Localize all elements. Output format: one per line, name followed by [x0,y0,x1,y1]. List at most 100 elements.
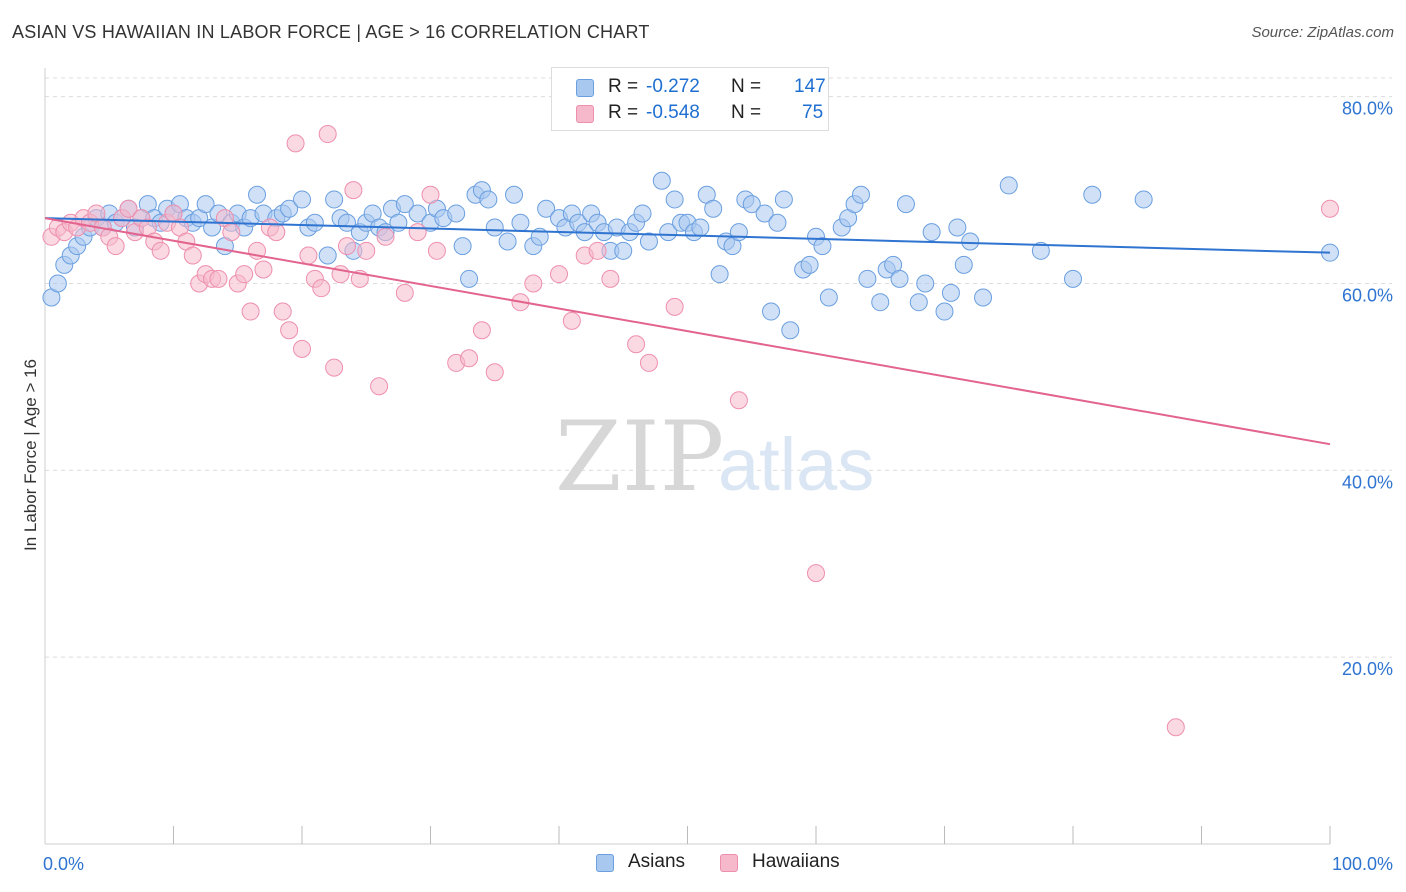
asian-point [729,223,748,242]
correlation-legend: R = -0.272 N = 147 R = -0.548 N = 75 [551,67,829,131]
asian-point [248,185,267,204]
hawaiian-point [485,363,504,382]
hawaiian-point [273,302,292,321]
asian-point [935,302,954,321]
hawaiian-point [254,260,273,279]
asian-point [325,190,344,209]
hawaiian-point [1321,199,1339,218]
hawaiian-point [472,321,491,340]
hawaiian-point [280,321,299,340]
asians-legend-label: Asians [628,851,686,872]
asian-point [909,293,928,312]
hawaiian-point [1166,718,1185,737]
asian-point [813,237,832,256]
n-value: 147 [794,76,826,97]
asian-point [48,274,67,293]
hawaiian-point [267,223,286,242]
hawaiian-point [106,237,125,256]
y-tick-label: 80.0% [1342,99,1393,119]
y-tick-label: 20.0% [1342,659,1393,679]
r-value: -0.272 [646,76,700,97]
watermark-atlas: atlas [718,423,874,506]
asian-point [505,185,524,204]
asian-point [710,265,729,284]
hawaiian-point [344,181,363,200]
hawaiian-point [588,241,607,260]
asian-point [453,237,472,256]
asian-point [1134,190,1153,209]
hawaiian-point [524,274,543,293]
asian-point [858,269,877,288]
x-tick-label: 0.0% [43,854,84,874]
hawaiian-point [293,339,311,358]
asian-point [530,227,549,246]
asian-point [819,288,838,307]
asian-point [774,190,793,209]
hawaiian-point [807,564,825,583]
asian-point [948,218,967,237]
n-label: N = [731,102,762,123]
n-label: N = [731,76,762,97]
asian-point [961,232,980,251]
hawaiians-swatch [576,105,594,123]
axes-layer [44,68,1331,845]
asian-point [999,176,1018,195]
asian-point [447,204,466,223]
axis-labels: 20.0% 40.0% 60.0% 80.0% 0.0% 100.0% [43,99,1393,874]
asian-point [614,241,633,260]
asian-point [781,321,800,340]
x-tick-label: 100.0% [1332,854,1393,874]
asian-point [800,255,819,274]
asian-point [408,204,427,223]
asian-point [1083,185,1102,204]
n-value: 75 [802,102,824,123]
asian-point [871,293,890,312]
y-tick-label: 40.0% [1342,472,1393,492]
hawaiian-point [357,241,376,260]
asian-point [479,190,498,209]
watermark-zip: ZIP [555,401,724,513]
hawaiian-point [337,237,356,256]
hawaiians-legend-swatch [720,854,738,872]
hawaiian-point [312,279,331,298]
asian-point [1064,269,1082,288]
asian-point [916,274,935,293]
source-label: Source: ZipAtlas.com [1251,24,1394,41]
hawaiian-point [562,311,581,330]
asians-swatch [576,79,594,97]
asian-point [305,213,324,232]
asian-point [851,185,870,204]
asian-point [896,195,915,214]
hawaiian-point [241,302,260,321]
hawaiian-point [151,241,170,260]
hawaiian-point [729,391,748,410]
hawaiian-point [235,265,254,284]
hawaiian-point [286,134,305,153]
hawaiian-point [460,349,479,368]
asian-point [280,199,299,218]
asian-point [755,204,774,223]
hawaiian-point [665,297,684,316]
asian-point [293,190,311,209]
asian-point [742,195,761,214]
hawaiian-point [376,227,395,246]
asian-point [941,283,960,302]
chart-title: ASIAN VS HAWAIIAN IN LABOR FORCE | AGE >… [12,22,650,42]
r-value: -0.548 [646,102,700,123]
hawaiian-point [119,199,138,218]
y-tick-label: 60.0% [1342,286,1393,306]
asian-point [762,302,781,321]
hawaiian-point [639,353,658,372]
asian-point [537,199,556,218]
asian-point [498,232,517,251]
hawaiian-point [183,246,202,265]
hawaiian-point [601,269,620,288]
asian-point [922,223,941,242]
hawaiian-point [627,335,646,354]
asian-point [485,218,504,237]
asian-point [1031,241,1050,260]
hawaiian-point [299,246,318,265]
asian-point [691,218,710,237]
trend-lines [44,217,1331,446]
